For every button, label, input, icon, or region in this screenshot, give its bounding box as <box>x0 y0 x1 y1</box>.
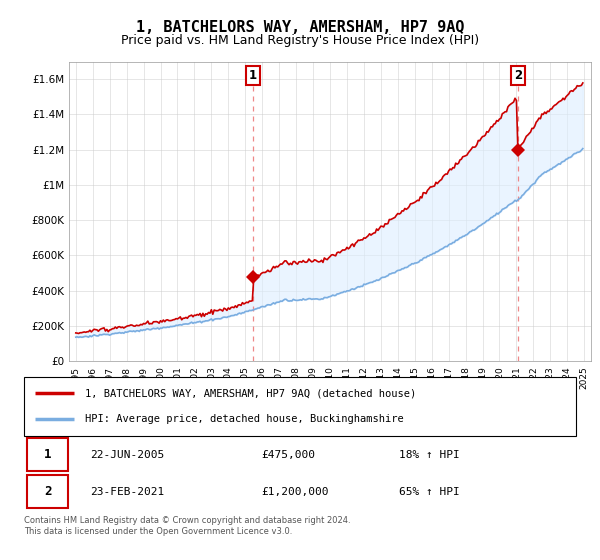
Text: 1: 1 <box>249 69 257 82</box>
Text: 1: 1 <box>44 448 52 461</box>
Text: Price paid vs. HM Land Registry's House Price Index (HPI): Price paid vs. HM Land Registry's House … <box>121 34 479 46</box>
Bar <box>27 475 68 508</box>
Text: 2: 2 <box>44 485 52 498</box>
Text: £1,200,000: £1,200,000 <box>262 487 329 497</box>
Text: 22-JUN-2005: 22-JUN-2005 <box>90 450 164 460</box>
Text: 2: 2 <box>514 69 523 82</box>
Text: HPI: Average price, detached house, Buckinghamshire: HPI: Average price, detached house, Buck… <box>85 414 403 424</box>
Text: 65% ↑ HPI: 65% ↑ HPI <box>400 487 460 497</box>
Text: 18% ↑ HPI: 18% ↑ HPI <box>400 450 460 460</box>
Text: 23-FEB-2021: 23-FEB-2021 <box>90 487 164 497</box>
Text: £475,000: £475,000 <box>262 450 316 460</box>
Text: Contains HM Land Registry data © Crown copyright and database right 2024.
This d: Contains HM Land Registry data © Crown c… <box>24 516 350 536</box>
Bar <box>27 438 68 471</box>
Text: 1, BATCHELORS WAY, AMERSHAM, HP7 9AQ: 1, BATCHELORS WAY, AMERSHAM, HP7 9AQ <box>136 20 464 35</box>
Text: 1, BATCHELORS WAY, AMERSHAM, HP7 9AQ (detached house): 1, BATCHELORS WAY, AMERSHAM, HP7 9AQ (de… <box>85 388 416 398</box>
